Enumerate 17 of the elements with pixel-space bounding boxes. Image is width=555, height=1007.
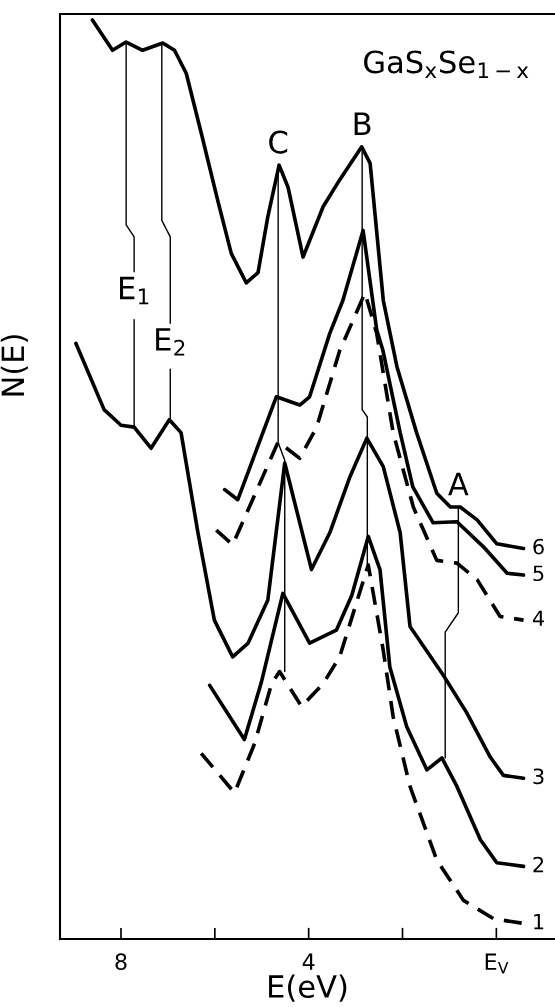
series-label: 6 (533, 538, 544, 555)
annotation: B (354, 112, 371, 135)
series-label: 5 (533, 565, 544, 582)
annotation: A (448, 472, 469, 496)
x-tick-label: 8 (115, 953, 127, 971)
x-tick-label: E$_{V}$ (485, 953, 509, 974)
text: GaS$_{x}$Se$_{1−x}$ (364, 50, 529, 79)
annotation: C (269, 130, 288, 154)
series-label: 3 (533, 768, 544, 785)
x-tick-label: 4 (302, 953, 315, 970)
annotation: E$_{1}$ (120, 276, 149, 305)
y-axis-title: N(E) (0, 335, 28, 396)
series-label: 4 (532, 610, 544, 626)
annotation: E$_{2}$ (156, 328, 185, 356)
series-label: 1 (534, 913, 544, 930)
x-axis-title: E(eV) (269, 974, 347, 1002)
series-label: 2 (533, 856, 544, 873)
